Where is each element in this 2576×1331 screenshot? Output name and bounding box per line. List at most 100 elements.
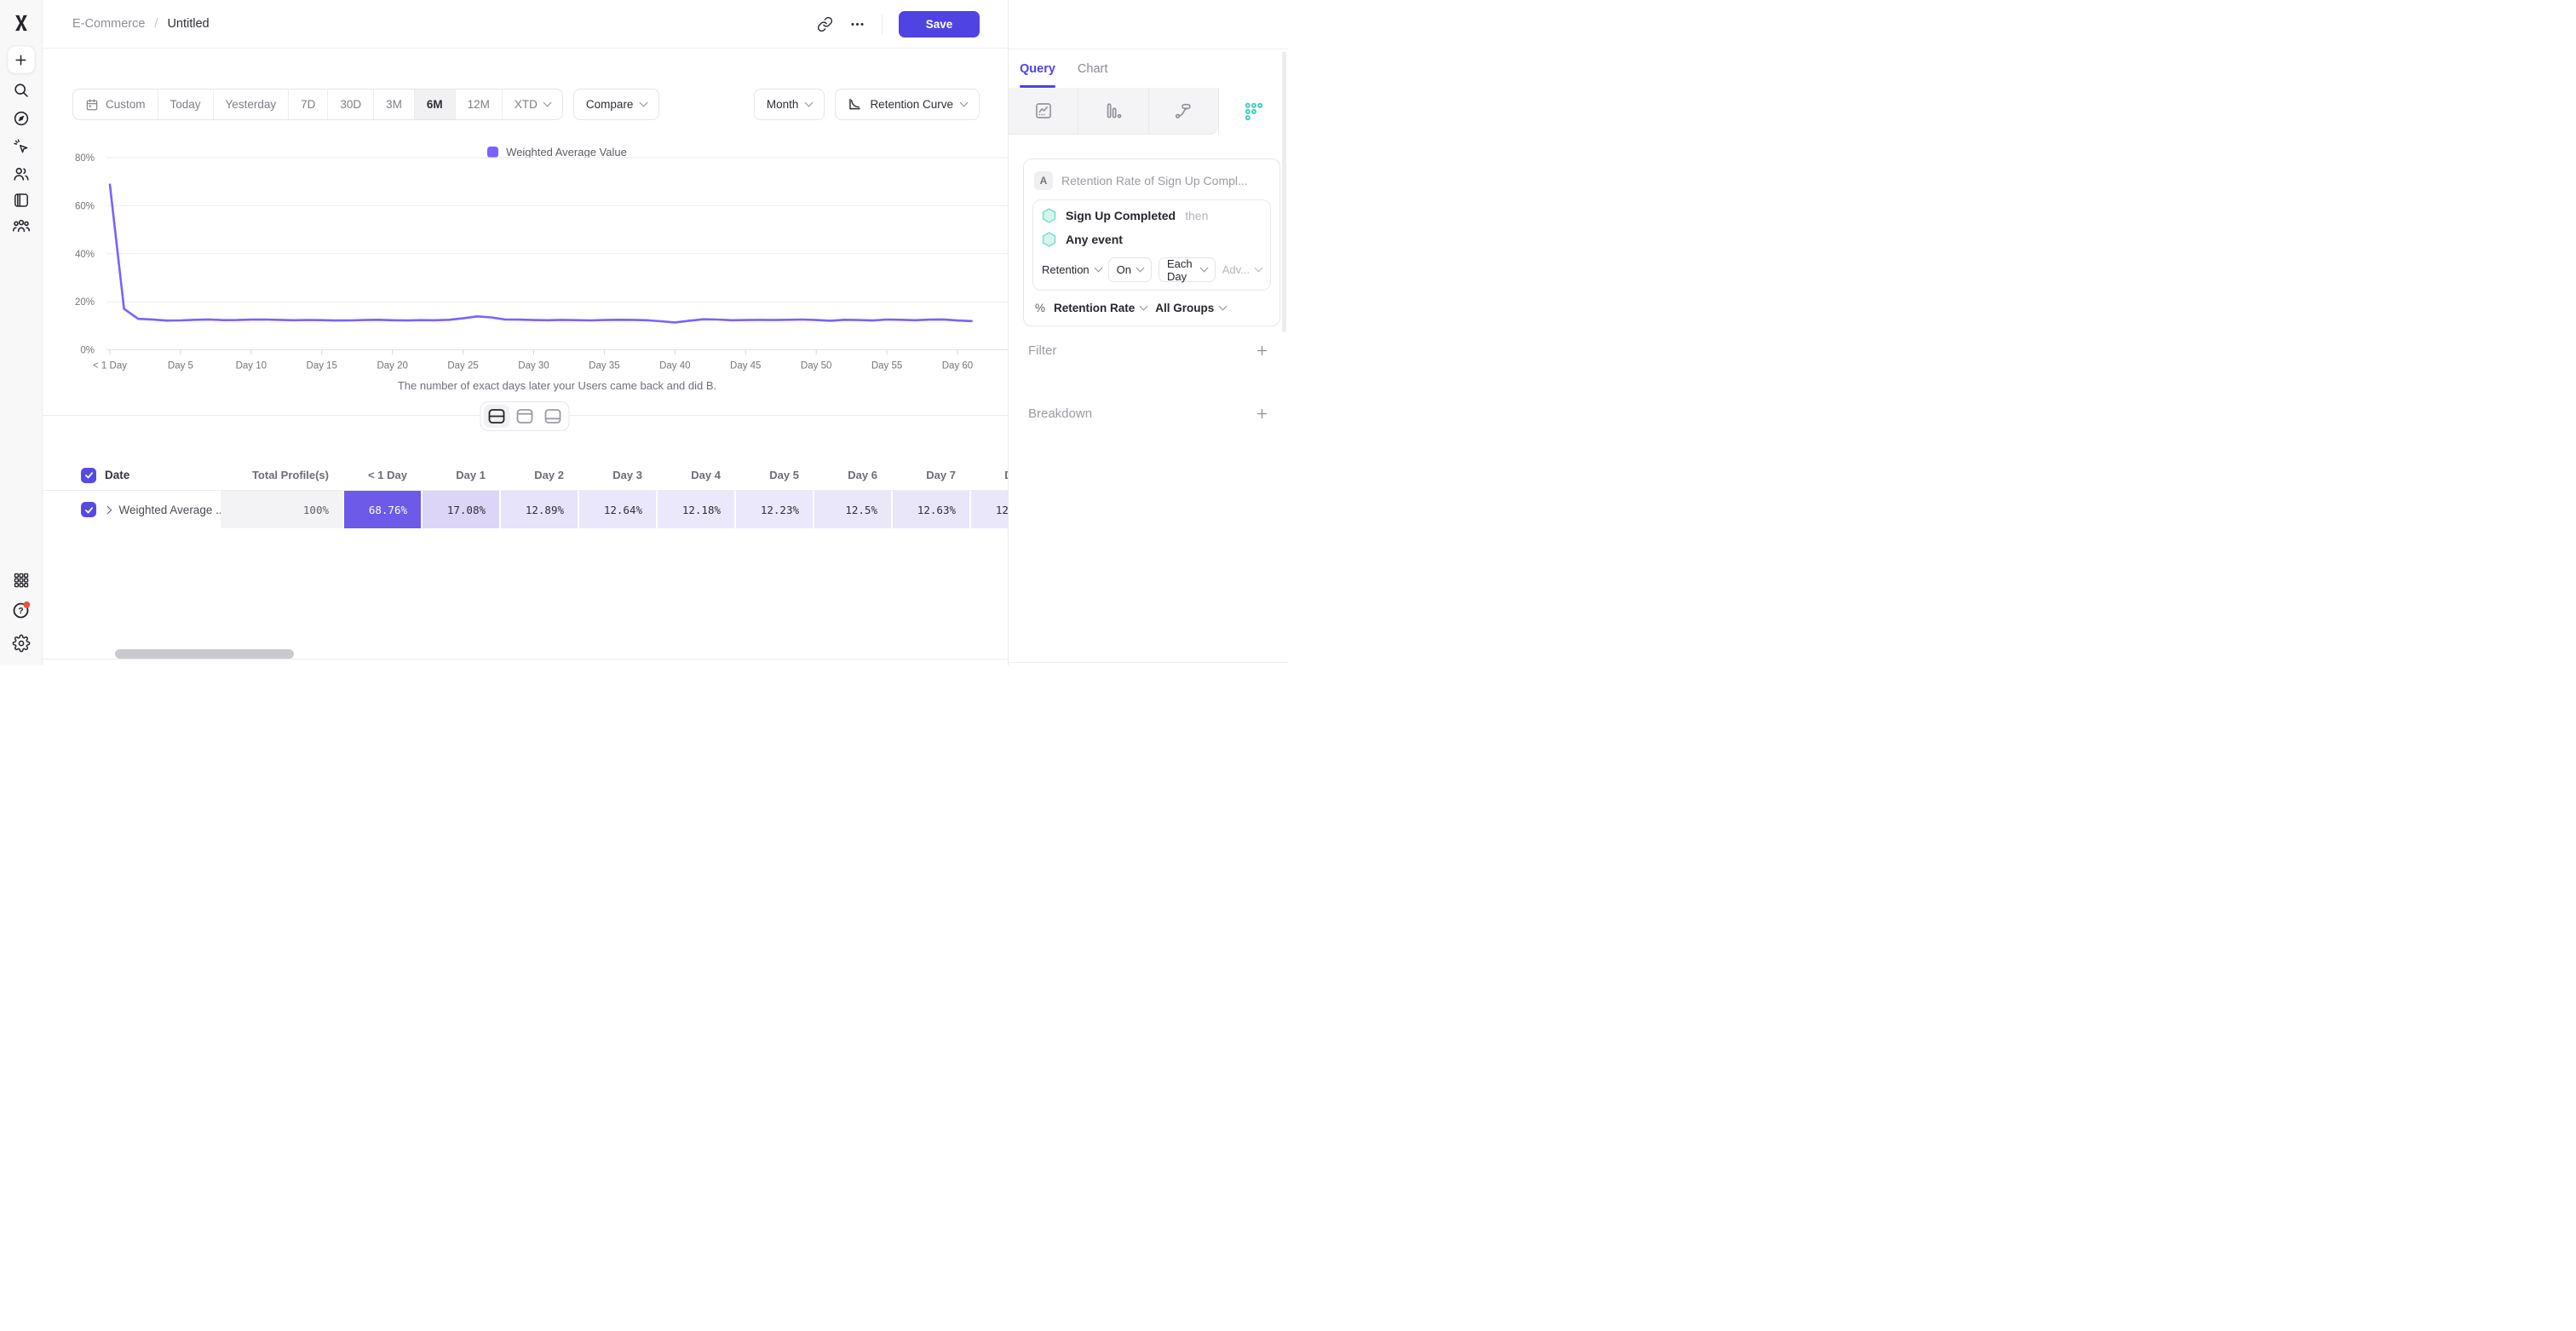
return-event-name: Any event <box>1066 233 1123 246</box>
measure-dropdown[interactable]: Retention Rate <box>1054 302 1148 314</box>
row-label[interactable]: Weighted Average ... <box>118 503 226 516</box>
date-range-6m[interactable]: 6M <box>413 89 455 119</box>
date-range-segmented-control: Custom Today Yesterday 7D 30D 3M 6M 12M XTD <box>72 89 563 120</box>
boards-icon[interactable] <box>12 192 30 210</box>
tab-query[interactable]: Query <box>1020 49 1055 88</box>
funnels-icon[interactable] <box>1078 88 1148 135</box>
svg-text:40%: 40% <box>75 250 95 260</box>
breadcrumb-project[interactable]: E-Commerce <box>72 17 146 31</box>
retention-value-cell: 100% <box>221 491 342 528</box>
advanced-dropdown[interactable]: Adv... <box>1222 263 1263 276</box>
chart-legend[interactable]: Weighted Average Value <box>106 146 1008 158</box>
column-header-date: Date <box>105 469 130 481</box>
svg-text:Day 30: Day 30 <box>518 361 549 372</box>
step-title: Retention Rate of Sign Up Compl... <box>1061 174 1248 187</box>
chevron-down-icon <box>543 98 552 107</box>
svg-text:Day 55: Day 55 <box>871 361 902 372</box>
expand-row-icon[interactable] <box>103 505 112 514</box>
explore-compass-icon[interactable] <box>12 110 30 128</box>
column-header: Day 6 <box>848 469 877 481</box>
panel-tabs: Query Chart <box>1020 49 1107 88</box>
copy-link-icon[interactable] <box>817 16 833 32</box>
column-header: Day 2 <box>534 469 564 481</box>
column-header: Day 5 <box>769 469 799 481</box>
chart-type-dropdown[interactable]: Retention Curve <box>835 89 980 120</box>
table-row: Weighted Average ... 100% 68.76% 17.08% 12.8… <box>43 491 1008 528</box>
breadcrumb-report-title[interactable]: Untitled <box>167 17 210 31</box>
view-toggle <box>480 401 570 431</box>
column-header: Day 7 <box>926 469 956 481</box>
row-checkbox[interactable] <box>81 502 96 517</box>
horizontal-scrollbar-thumb[interactable] <box>115 649 294 659</box>
interval-dropdown[interactable]: Each Day <box>1159 257 1216 283</box>
report-toolbar: Custom Today Yesterday 7D 30D 3M 6M 12M XTD Comp… <box>72 89 980 120</box>
chevron-down-icon <box>1136 263 1145 273</box>
retention-value-cell: 12.18% <box>656 491 734 528</box>
retention-table: Date Total Profile(s) < 1 Day Day 1 Day 2 Day… <box>43 460 1008 528</box>
event-hexagon-icon <box>1042 232 1056 247</box>
mixpanel-logo[interactable] <box>12 14 31 32</box>
svg-text:Day 25: Day 25 <box>447 361 478 372</box>
help-icon[interactable]: ? <box>11 600 32 620</box>
report-type-strip <box>1009 88 1288 135</box>
app-window: ? E-Commerce / Untitled Save <box>0 0 1288 666</box>
svg-text:< 1 Day: < 1 Day <box>93 361 127 372</box>
table-bottom-view-button[interactable] <box>540 405 566 428</box>
chevron-down-icon <box>1254 263 1263 273</box>
top-header: E-Commerce / Untitled Save <box>43 0 1008 49</box>
search-icon[interactable] <box>12 82 30 100</box>
panel-bottom-border <box>1009 662 1288 663</box>
date-range-30d[interactable]: 30D <box>327 89 373 119</box>
events-cursor-icon[interactable] <box>12 138 30 156</box>
svg-text:Day 40: Day 40 <box>659 361 690 372</box>
svg-text:Day 10: Day 10 <box>236 361 267 372</box>
groups-dropdown[interactable]: All Groups <box>1155 302 1228 314</box>
settings-gear-icon[interactable] <box>12 634 30 653</box>
return-event-row[interactable]: Any event <box>1042 232 1262 247</box>
date-range-12m[interactable]: 12M <box>454 89 502 119</box>
users-icon[interactable] <box>12 164 31 183</box>
retention-icon[interactable] <box>1217 88 1288 135</box>
create-button[interactable] <box>7 45 35 74</box>
retention-events-box: Sign Up Completed then Any event Retenti… <box>1032 199 1271 291</box>
on-dropdown[interactable]: On <box>1107 257 1152 282</box>
query-panel: Query Chart A Retention Rate of Sign Up … <box>1008 0 1288 666</box>
chart-caption: The number of exact days later your User… <box>397 379 717 392</box>
svg-text:Day 35: Day 35 <box>589 361 619 372</box>
date-range-3m[interactable]: 3M <box>373 89 414 119</box>
insights-icon[interactable] <box>1009 88 1078 135</box>
row-checkbox[interactable] <box>81 467 96 483</box>
apps-grid-icon[interactable] <box>12 572 30 590</box>
first-event-row[interactable]: Sign Up Completed then <box>1042 208 1262 223</box>
add-filter-button[interactable] <box>1255 343 1269 358</box>
tab-chart[interactable]: Chart <box>1077 61 1108 76</box>
svg-text:Day 60: Day 60 <box>942 361 973 372</box>
retention-type-dropdown[interactable]: Retention <box>1042 263 1103 276</box>
query-step-header[interactable]: A Retention Rate of Sign Up Compl... <box>1032 170 1271 199</box>
date-range-7d[interactable]: 7D <box>288 89 327 119</box>
calendar-icon <box>85 98 99 112</box>
svg-text:20%: 20% <box>75 297 95 308</box>
retention-chart[interactable]: 0% 20% 40% 60% 80% < 1 Day Day 5 Day 10 Day 15 Da… <box>43 119 1008 413</box>
cohorts-icon[interactable] <box>12 216 31 235</box>
column-header: Total Profile(s) <box>251 469 329 481</box>
granularity-dropdown[interactable]: Month <box>753 89 825 120</box>
more-options-icon[interactable] <box>849 16 865 32</box>
flows-icon[interactable] <box>1147 88 1218 135</box>
date-range-xtd[interactable]: XTD <box>501 89 562 119</box>
date-range-yesterday[interactable]: Yesterday <box>212 89 289 119</box>
breadcrumb-separator: / <box>154 17 158 31</box>
first-event-name: Sign Up Completed <box>1066 209 1176 222</box>
main-content: E-Commerce / Untitled Save Custom Today Ye… <box>43 0 1008 666</box>
column-header: Day 3 <box>612 469 642 481</box>
date-range-custom[interactable]: Custom <box>73 89 158 119</box>
save-button[interactable]: Save <box>899 10 980 37</box>
compare-button[interactable]: Compare <box>572 89 660 120</box>
chart-top-view-button[interactable] <box>512 405 538 428</box>
split-view-button[interactable] <box>483 405 510 428</box>
panel-scrollbar-thumb[interactable] <box>1282 51 1286 332</box>
filter-label: Filter <box>1028 343 1057 358</box>
breakdown-section: Breakdown <box>1028 406 1269 421</box>
add-breakdown-button[interactable] <box>1255 406 1269 421</box>
date-range-today[interactable]: Today <box>157 89 213 119</box>
